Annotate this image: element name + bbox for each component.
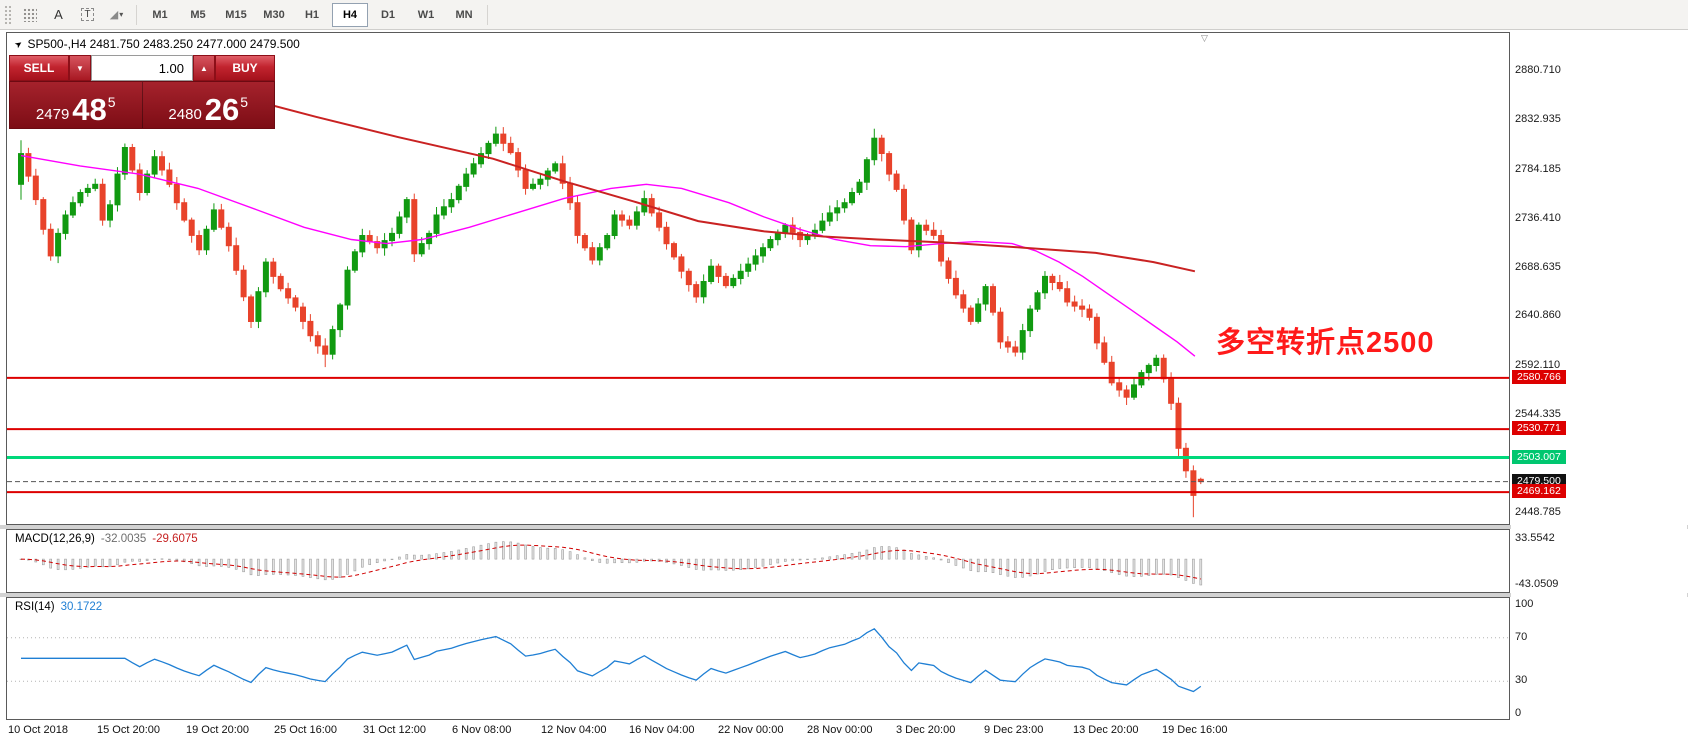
price-axis-label: 2880.710 <box>1515 64 1561 76</box>
chart-annotation-text: 多空转折点2500 <box>1216 327 1435 359</box>
time-axis[interactable]: 10 Oct 2018 15 Oct 20:00 19 Oct 20:00 25 Oc… <box>0 720 1688 750</box>
sell-price-point: 5 <box>107 94 116 110</box>
sell-button[interactable]: SELL <box>9 55 69 81</box>
timeframe-m5-button[interactable]: M5 <box>190 8 206 21</box>
time-axis-label: 15 Oct 20:00 <box>97 724 160 736</box>
chart-shift-marker-icon[interactable]: ▽ <box>1201 33 1208 43</box>
timeframe-m1-button[interactable]: M1 <box>152 8 168 21</box>
price-level-tag: 2469.162 <box>1512 484 1566 498</box>
price-level-tag: 2503.007 <box>1512 450 1566 464</box>
timeframe-h1-button[interactable]: H1 <box>304 8 320 21</box>
macd-axis-min-label: -43.0509 <box>1515 578 1559 590</box>
rsi-value: 30.1722 <box>60 601 103 613</box>
price-chart-pane: ▽ ➤ SP500-,H4 2481.750 2483.250 2477.000… <box>6 32 1510 525</box>
one-click-trade-panel: SELL ▼ 1.00 ▲ BUY 2479 48 5 2480 26 5 <box>9 55 275 129</box>
macd-signal-value: -29.6075 <box>152 533 198 545</box>
chart-ohlc-header: ➤ SP500-,H4 2481.750 2483.250 2477.000 2… <box>12 37 300 51</box>
symbol-nav-arrow-icon[interactable]: ➤ <box>12 37 25 50</box>
buy-price-pips: 26 <box>204 91 240 127</box>
timeframe-mn-button[interactable]: MN <box>455 8 473 21</box>
timeframe-h4-button[interactable]: H4 <box>332 2 368 27</box>
buy-price-figure: 2480 <box>168 105 202 123</box>
chart-window: ▽ ➤ SP500-,H4 2481.750 2483.250 2477.000… <box>0 30 1688 750</box>
time-axis-label: 6 Nov 08:00 <box>452 724 512 736</box>
rsi-pane: RSI(14) 30.1722 <box>6 597 1510 720</box>
buy-price-point: 5 <box>240 94 249 110</box>
buy-button[interactable]: BUY <box>215 55 275 81</box>
price-axis-label: 2544.335 <box>1515 408 1561 420</box>
macd-canvas[interactable] <box>7 530 1509 592</box>
price-axis-label: 2832.935 <box>1515 113 1561 125</box>
time-axis-label: 31 Oct 12:00 <box>363 724 426 736</box>
timeframe-d1-button[interactable]: D1 <box>380 8 396 21</box>
rsi-axis-label: 100 <box>1515 598 1534 610</box>
macd-label: MACD(12,26,9) -32.0035 -29.6075 <box>15 533 198 545</box>
rsi-axis-label: 0 <box>1515 707 1522 719</box>
label-tool-icon[interactable]: T <box>73 2 102 28</box>
draw-shapes-icon[interactable]: ◢ ▾ <box>109 9 124 21</box>
price-axis-label: 2640.860 <box>1515 309 1561 321</box>
toolbar-separator <box>487 4 488 25</box>
price-level-tag: 2580.766 <box>1512 370 1566 384</box>
time-axis-label: 19 Dec 16:00 <box>1162 724 1228 736</box>
macd-name: MACD(12,26,9) <box>15 533 95 545</box>
objects-grid-icon[interactable] <box>15 2 44 28</box>
price-axis[interactable]: 2880.710 2832.935 2784.185 2736.410 2688.635… <box>1511 32 1687 720</box>
rsi-axis-label: 30 <box>1515 674 1528 686</box>
price-axis-label: 2592.110 <box>1515 359 1561 371</box>
pane-splitter[interactable] <box>0 593 1688 597</box>
timeframe-m15-button[interactable]: M15 <box>225 8 247 21</box>
drawing-tools-group: A T ◢ ▾ <box>15 2 131 28</box>
text-annotation-icon[interactable]: A <box>54 7 63 22</box>
time-axis-label: 13 Dec 20:00 <box>1073 724 1139 736</box>
buy-price-display[interactable]: 2480 26 5 <box>143 82 275 128</box>
sell-price-figure: 2479 <box>35 105 70 123</box>
timeframe-m30-button[interactable]: M30 <box>263 8 285 21</box>
price-axis-label: 2784.185 <box>1515 163 1561 175</box>
time-axis-label: 16 Nov 04:00 <box>629 724 695 736</box>
macd-pane: MACD(12,26,9) -32.0035 -29.6075 <box>6 529 1510 593</box>
volume-decrease-button[interactable]: ▼ <box>69 55 91 81</box>
toolbar-separator <box>136 4 137 25</box>
toolbar: A T ◢ ▾ M1 M5 M15 M30 H1 H4 D1 W1 MN <box>0 0 1688 30</box>
time-axis-label: 12 Nov 04:00 <box>541 724 607 736</box>
time-axis-label: 28 Nov 00:00 <box>807 724 873 736</box>
time-axis-label: 10 Oct 2018 <box>8 724 68 736</box>
volume-input[interactable]: 1.00 <box>91 55 193 81</box>
sell-price-pips: 48 <box>72 91 107 127</box>
price-axis-label: 2688.635 <box>1515 261 1561 273</box>
time-axis-label: 19 Oct 20:00 <box>186 724 249 736</box>
time-axis-label: 22 Nov 00:00 <box>718 724 784 736</box>
toolbar-grip[interactable] <box>4 4 11 25</box>
rsi-label: RSI(14) 30.1722 <box>15 601 102 613</box>
price-level-tag: 2530.771 <box>1512 421 1566 435</box>
volume-increase-button[interactable]: ▲ <box>193 55 215 81</box>
rsi-axis-label: 70 <box>1515 631 1528 643</box>
sell-price-display[interactable]: 2479 48 5 <box>10 82 143 128</box>
price-chart-canvas[interactable] <box>7 33 1509 524</box>
macd-axis-max-label: 33.5542 <box>1515 532 1555 544</box>
price-axis-label: 2736.410 <box>1515 212 1561 224</box>
time-axis-label: 25 Oct 16:00 <box>274 724 337 736</box>
rsi-canvas[interactable] <box>7 598 1509 719</box>
ohlc-text: SP500-,H4 2481.750 2483.250 2477.000 247… <box>27 37 300 51</box>
pane-splitter[interactable] <box>0 525 1688 529</box>
macd-main-value: -32.0035 <box>100 533 147 545</box>
price-axis-label: 2448.785 <box>1515 506 1561 518</box>
rsi-name: RSI(14) <box>15 601 55 613</box>
time-axis-label: 9 Dec 23:00 <box>984 724 1044 736</box>
timeframe-group: M1 M5 M15 M30 H1 H4 D1 W1 MN <box>142 2 482 27</box>
time-axis-label: 3 Dec 20:00 <box>896 724 956 736</box>
timeframe-w1-button[interactable]: W1 <box>417 8 435 21</box>
